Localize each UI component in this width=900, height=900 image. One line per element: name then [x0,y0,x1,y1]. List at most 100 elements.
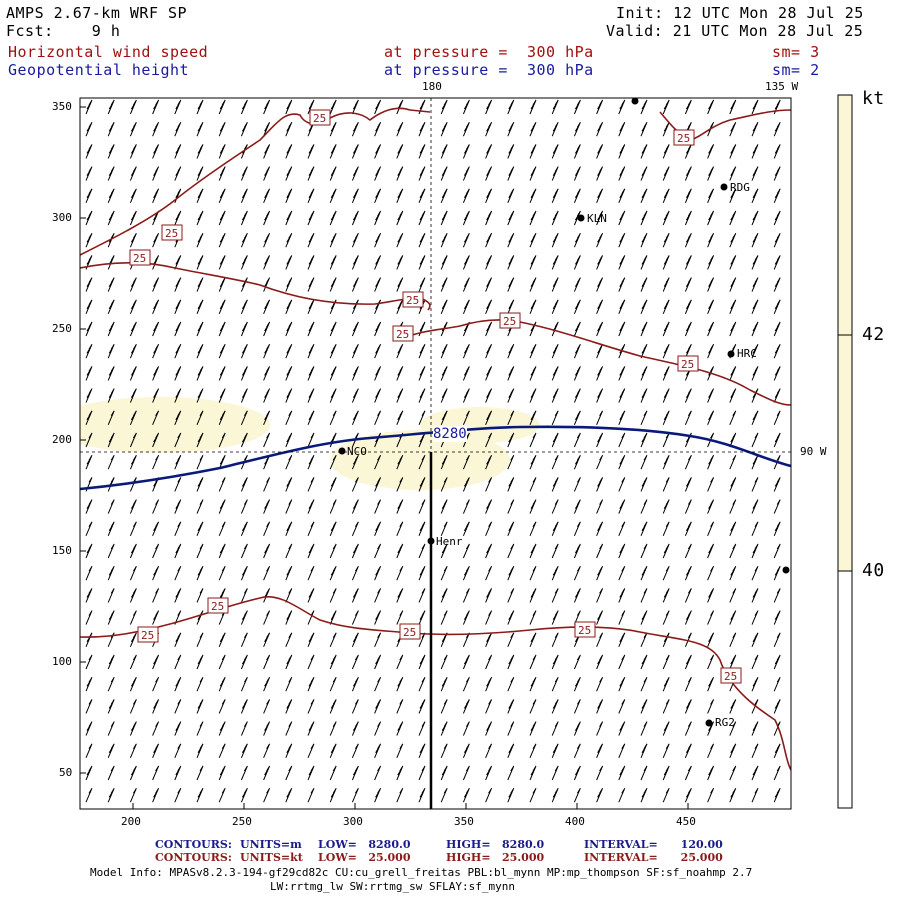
footer-height-low: LOW= 8280.0 [318,838,411,851]
height-contour-label: 8280 [433,426,467,442]
wind-barb [374,144,382,159]
wind-barb [418,765,426,781]
wind-barb [263,277,271,292]
wind-barb [129,454,137,470]
wind-barb [573,588,581,603]
wind-barb [684,454,692,470]
wind-barb [707,144,715,159]
wind-barb [618,121,626,137]
wind-barb [729,454,737,470]
wind-barb [551,210,559,226]
speed-contour-label-box [161,224,183,241]
wind-barb [529,366,537,381]
wind-barb [396,654,404,670]
station-label-kln: KLN [587,212,607,225]
wind-barb [573,654,581,670]
wind-barb [329,721,337,736]
wind-barb [729,565,737,581]
wind-barb [551,521,559,536]
wind-barb [152,432,160,448]
wind-barb [374,232,382,248]
wind-barb [285,765,293,781]
wind-barb [551,366,559,381]
wind-barb [440,499,448,514]
wind-barb [174,543,182,559]
wind-barb [240,610,248,625]
wind-barb [662,610,670,625]
wind-barb [374,565,382,581]
wind-barb [596,188,604,203]
colorbar-low [837,570,853,809]
wind-barb [729,299,737,314]
wind-barb [751,432,759,448]
wind-barb [662,144,670,159]
wind-barb [773,388,781,403]
wind-barb [485,166,493,181]
wind-barb [218,676,226,692]
wind-barb [596,343,604,359]
wind-barb [418,410,426,425]
wind-barb [529,277,537,292]
wind-barb [573,765,581,781]
wind-barb [85,654,93,670]
wind-barb [374,366,382,381]
wind-barb [440,454,448,470]
wind-barb [529,210,537,226]
wind-barb [285,410,293,425]
wind-barb [462,410,470,425]
wind-barb [684,99,692,115]
wind-barb [640,676,648,692]
axis-ticks [80,106,689,809]
wind-barb [129,743,137,758]
wind-barb [662,410,670,425]
wind-barb [152,565,160,581]
wind-barb [440,410,448,425]
wind-barb [551,565,559,581]
wind-barb [285,232,293,248]
wind-barb [462,654,470,670]
wind-barb [529,232,537,248]
wind-barb [196,388,204,403]
wind-barb [462,588,470,603]
wind-barb [751,632,759,647]
wind-speed-shading [80,397,540,490]
wind-barb [751,610,759,625]
wind-barb [240,388,248,403]
wind-barb [85,632,93,647]
wind-barb [351,166,359,181]
wind-barb [218,765,226,781]
wind-barb [218,432,226,448]
wind-barb [374,499,382,514]
station-label-rdg: RDG [730,181,750,194]
wind-barb [418,144,426,159]
wind-barb [529,188,537,203]
wind-barb [507,787,515,803]
wind-barb [196,299,204,314]
wind-barb [174,321,182,337]
wind-barb [218,210,226,226]
wind-barb [707,632,715,647]
wind-barb [640,277,648,292]
wind-barb [684,188,692,203]
wind-barb [729,699,737,714]
wind-barb [351,588,359,603]
wind-barb [285,610,293,625]
wind-barb [285,588,293,603]
wind-barb [329,765,337,781]
wind-barb [418,343,426,359]
wind-barb [707,232,715,248]
wind-barb [596,210,604,226]
wind-barb [218,477,226,492]
wind-barb [107,765,115,781]
wind-barb [263,299,271,314]
wind-barb [551,610,559,625]
wind-barb [129,99,137,115]
wind-barb [440,743,448,758]
wind-barb [773,144,781,159]
wind-barb [596,676,604,692]
wind-barb [596,388,604,403]
wind-barb [707,277,715,292]
wind-barb [129,521,137,536]
wind-barb [152,543,160,559]
wind-barb [684,654,692,670]
